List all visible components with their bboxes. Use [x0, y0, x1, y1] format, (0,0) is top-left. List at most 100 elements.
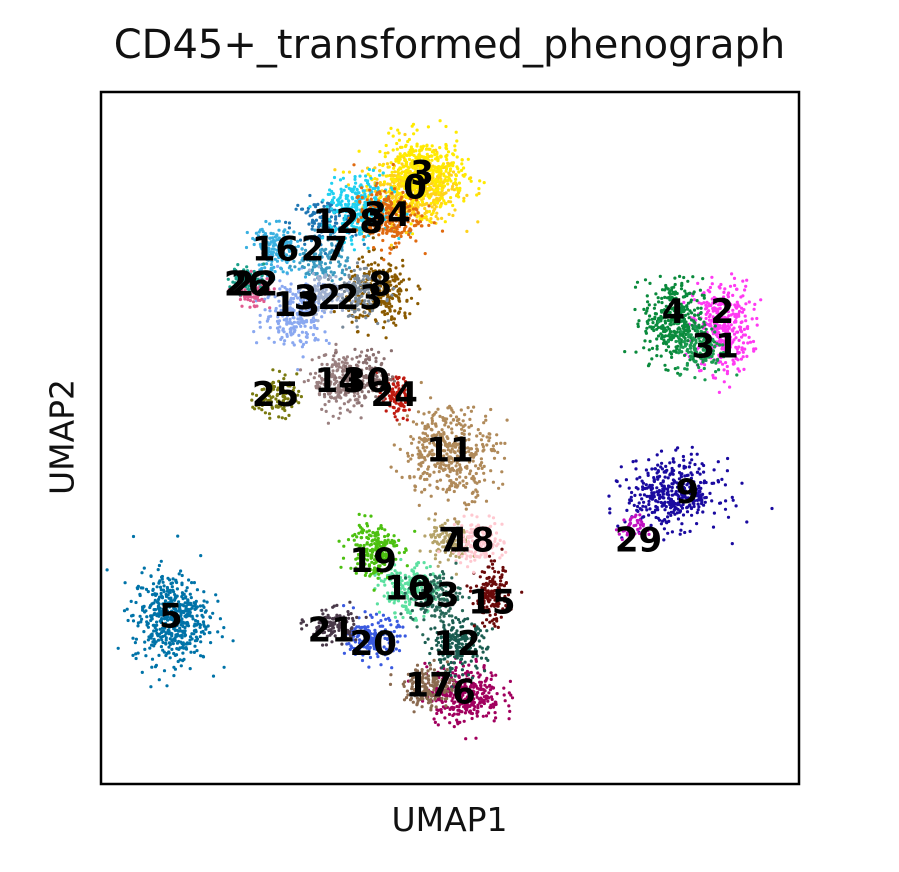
point	[425, 189, 429, 193]
point	[418, 149, 422, 153]
point	[436, 407, 440, 411]
point	[663, 363, 667, 367]
point	[378, 163, 382, 167]
point	[434, 205, 438, 209]
point	[732, 326, 736, 330]
point	[214, 593, 218, 597]
point	[482, 181, 486, 185]
point	[481, 650, 485, 654]
point	[204, 627, 208, 631]
point	[662, 503, 666, 507]
point	[736, 303, 740, 307]
point	[428, 651, 432, 656]
point	[388, 309, 392, 313]
point	[162, 669, 167, 673]
point	[679, 287, 684, 291]
point	[136, 584, 140, 589]
point	[393, 615, 397, 619]
point	[438, 708, 442, 712]
point	[140, 571, 144, 575]
point	[429, 396, 433, 400]
point	[452, 725, 456, 729]
point	[736, 367, 740, 371]
point	[690, 458, 694, 462]
point	[447, 486, 451, 490]
point	[717, 285, 721, 289]
point	[405, 298, 409, 302]
point	[391, 134, 395, 138]
point	[750, 317, 754, 321]
point	[737, 338, 741, 342]
point	[403, 132, 407, 137]
point	[342, 229, 346, 233]
point	[745, 354, 749, 358]
point	[292, 326, 296, 331]
point	[435, 201, 439, 205]
point	[643, 339, 647, 343]
point	[362, 242, 366, 246]
point	[468, 417, 472, 421]
point	[741, 279, 745, 283]
point	[659, 354, 663, 358]
point	[403, 186, 407, 190]
point	[282, 330, 286, 334]
point	[302, 380, 306, 384]
point	[744, 302, 748, 306]
point	[651, 321, 655, 325]
point	[420, 490, 424, 494]
point	[747, 300, 751, 304]
point	[726, 515, 731, 519]
point	[443, 220, 447, 224]
point	[397, 282, 401, 286]
point	[446, 498, 450, 502]
point	[360, 255, 364, 259]
point	[490, 562, 495, 566]
point	[727, 331, 731, 335]
point	[428, 564, 432, 569]
point	[440, 196, 444, 200]
point	[422, 412, 426, 416]
point	[335, 221, 339, 225]
point	[704, 495, 708, 500]
point	[642, 500, 646, 504]
point	[125, 607, 129, 611]
point	[149, 574, 153, 579]
point	[436, 187, 440, 191]
point	[746, 326, 750, 331]
point	[202, 623, 206, 627]
point	[697, 301, 701, 305]
point	[455, 193, 459, 197]
point	[722, 290, 726, 294]
point	[159, 591, 163, 596]
point	[614, 479, 618, 483]
point	[170, 581, 174, 585]
point	[683, 530, 687, 535]
point	[123, 581, 127, 585]
point	[141, 586, 145, 590]
point	[731, 362, 736, 366]
point	[397, 187, 401, 191]
point	[153, 665, 158, 669]
point	[452, 489, 456, 494]
point	[496, 450, 500, 454]
point	[201, 629, 205, 634]
point	[722, 295, 726, 299]
point	[131, 636, 135, 640]
point	[390, 196, 394, 200]
point	[699, 480, 703, 485]
point	[460, 158, 464, 162]
point	[418, 549, 422, 553]
point	[717, 390, 722, 394]
point	[500, 547, 504, 551]
point	[205, 600, 209, 604]
point	[660, 333, 664, 337]
point	[436, 723, 440, 727]
point	[722, 298, 726, 303]
point	[148, 604, 153, 608]
point	[244, 245, 249, 250]
point	[434, 410, 438, 414]
point	[435, 170, 439, 174]
point	[398, 152, 402, 156]
point	[659, 449, 664, 453]
point	[423, 477, 427, 482]
